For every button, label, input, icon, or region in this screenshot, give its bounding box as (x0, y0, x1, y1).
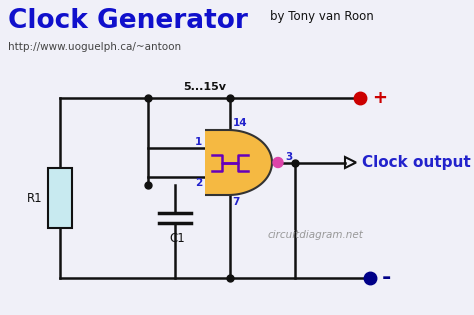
Text: circuitdiagram.net: circuitdiagram.net (268, 230, 364, 240)
Text: -: - (382, 268, 392, 288)
Text: Clock Generator: Clock Generator (8, 8, 248, 34)
Text: 7: 7 (232, 197, 240, 207)
Text: R1: R1 (27, 192, 43, 204)
Text: 5...15v: 5...15v (183, 82, 226, 92)
Text: Clock output: Clock output (362, 155, 471, 170)
Text: 2: 2 (195, 178, 202, 188)
Text: 14: 14 (232, 118, 247, 128)
Circle shape (273, 158, 283, 168)
PathPatch shape (205, 130, 272, 195)
Text: by Tony van Roon: by Tony van Roon (270, 10, 374, 23)
Text: C1: C1 (169, 232, 185, 245)
Text: +: + (372, 89, 387, 107)
Bar (48, 168, 72, 228)
Text: http://www.uoguelph.ca/~antoon: http://www.uoguelph.ca/~antoon (8, 42, 181, 52)
Text: 1: 1 (195, 137, 202, 147)
Text: 3: 3 (285, 152, 292, 162)
